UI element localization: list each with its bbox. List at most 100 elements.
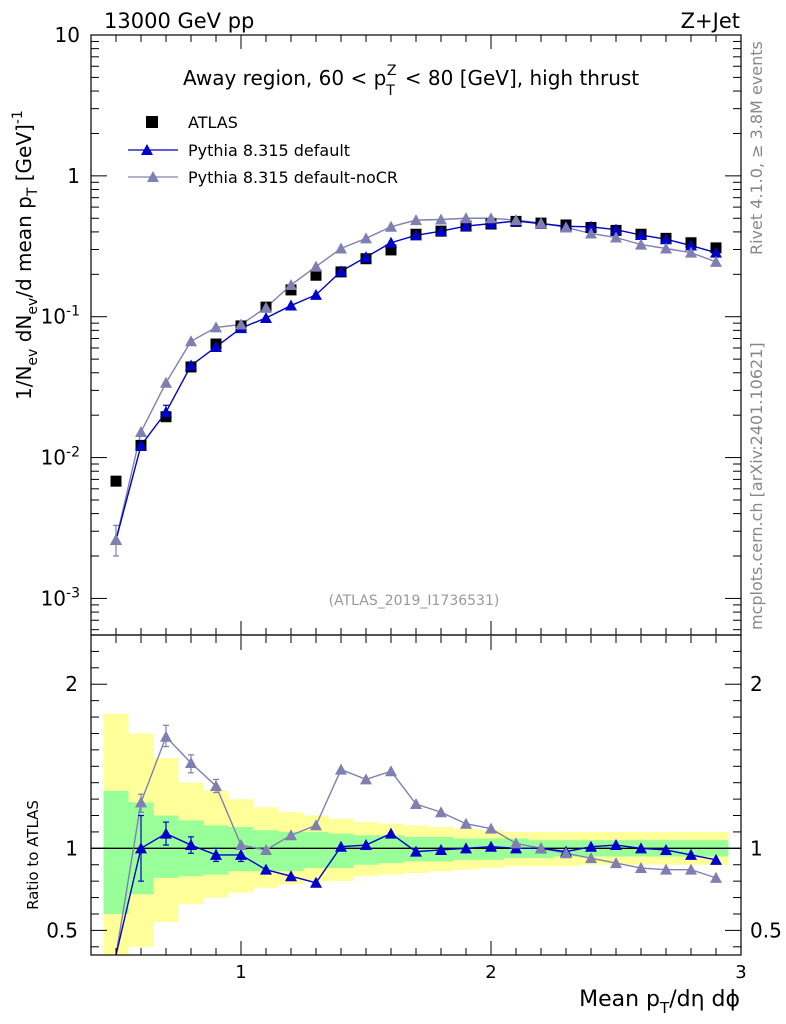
ratio-nocr-point <box>285 829 297 841</box>
main-panel-series <box>110 212 722 557</box>
ratio-nocr-point <box>460 817 472 829</box>
legend-nocr-label: Pythia 8.315 default-noCR <box>188 168 398 187</box>
legend-default-label: Pythia 8.315 default <box>188 141 350 160</box>
plot-title: Away region, 60 < pTZ < 80 [GeV], high t… <box>183 63 639 99</box>
x-tick-label: 3 <box>735 962 746 983</box>
main-atlas-point <box>385 244 397 256</box>
mcplots-label: mcplots.cern.ch [arXiv:2401.10621] <box>747 342 766 630</box>
title-sub-t: T <box>385 83 395 99</box>
main-nocr-point <box>460 212 472 224</box>
ratio-nocr-point <box>185 757 197 768</box>
main-nocr-point <box>135 425 147 437</box>
title-prefix: Away region, 60 < p <box>183 66 386 90</box>
ratio-default-point <box>685 848 697 860</box>
title-sup-z: Z <box>387 63 397 79</box>
legend-default-marker <box>141 144 153 155</box>
main-nocr-point <box>660 242 672 254</box>
y-tick-label: 1 <box>67 164 80 188</box>
main-default-point <box>285 299 297 311</box>
ratio-default-point <box>660 843 672 855</box>
main-default-point <box>160 406 172 418</box>
main-default-point <box>385 236 397 248</box>
main-nocr-point <box>510 214 522 226</box>
main-nocr-point <box>710 255 722 267</box>
main-default-point <box>585 220 597 232</box>
ratio-default-point <box>360 839 372 851</box>
ratio-nocr-point <box>560 847 572 859</box>
ratio-default-point <box>285 870 297 882</box>
main-nocr-point <box>610 231 622 243</box>
ratio-default-point <box>135 842 147 854</box>
main-nocr-point <box>435 213 447 225</box>
ratio-nocr-point <box>210 779 222 791</box>
ratio-nocr-point <box>385 765 397 777</box>
ratio-default-point <box>310 876 322 888</box>
ratio-default-point <box>260 863 272 875</box>
main-atlas-point <box>310 269 322 281</box>
main-nocr-point <box>285 278 297 290</box>
ratio-nocr-point <box>260 843 272 855</box>
header-right-label: Z+Jet <box>681 9 740 33</box>
main-default-point <box>435 225 447 237</box>
ratio-y-tick-label-left: 2 <box>65 672 78 696</box>
ratio-nocr-point <box>335 763 347 775</box>
ratio-nocr-point <box>635 862 647 874</box>
main-nocr-point <box>410 214 422 226</box>
main-nocr-point <box>535 217 547 229</box>
ratio-default-point <box>485 840 497 852</box>
analysis-id-label: (ATLAS_2019_I1736531) <box>329 593 500 609</box>
ratio-nocr-point <box>685 863 697 875</box>
ratio-default-point <box>710 853 722 865</box>
main-nocr-point <box>160 376 172 388</box>
main-default-point <box>210 340 222 352</box>
ratio-default-point <box>435 843 447 855</box>
main-nocr-point <box>385 220 397 232</box>
main-nocr-point <box>635 238 647 250</box>
legend-nocr-marker <box>147 171 159 182</box>
ratio-nocr-point <box>510 837 522 849</box>
main-panel-axes: 10-3 10-2 10-1 1 10 <box>41 23 742 636</box>
ratio-default-point <box>235 848 247 860</box>
ratio-nocr-point <box>535 842 547 854</box>
main-default-point <box>135 439 147 451</box>
x-axis-label: Mean pT/dη dϕ <box>579 987 740 1017</box>
main-default-point <box>310 288 322 300</box>
ratio-default-point <box>385 827 397 839</box>
ratio-nocr-point <box>360 773 372 785</box>
main-nocr-point <box>210 321 222 333</box>
main-nocr-point <box>560 221 572 233</box>
x-tick-label: 1 <box>235 962 246 983</box>
ratio-y-tick-label-right: 1 <box>750 836 763 860</box>
ratio-y-tick-label-left: 1 <box>65 836 78 860</box>
ratio-nocr-point <box>135 796 147 808</box>
main-nocr-line <box>115 217 717 541</box>
main-default-point <box>335 265 347 277</box>
main-nocr-point <box>360 232 372 244</box>
x-tick-label: 2 <box>485 962 496 983</box>
ratio-nocr-point <box>585 852 597 864</box>
main-nocr-point <box>310 260 322 272</box>
main-default-point <box>410 229 422 241</box>
ratio-band-outer <box>103 713 729 955</box>
y-tick-label: 10-3 <box>41 585 80 610</box>
ratio-y-tick-label-left: 0.5 <box>46 918 78 942</box>
legend-atlas-marker <box>146 116 158 128</box>
ratio-default-point <box>635 842 647 854</box>
main-default-point <box>660 233 672 245</box>
ratio-nocr-point <box>435 806 447 818</box>
ratio-nocr-point <box>160 730 172 742</box>
main-default-point <box>710 246 722 258</box>
svg-text:1/Nev dNev/d mean pT [GeV]-1: 1/Nev dNev/d mean pT [GeV]-1 <box>10 110 41 400</box>
main-default-point <box>610 223 622 235</box>
ratio-nocr-point <box>610 857 622 869</box>
ratio-nocr-point <box>660 863 672 875</box>
main-default-point <box>685 239 697 251</box>
ratio-default-point <box>160 827 172 839</box>
main-default-point <box>635 229 647 241</box>
main-nocr-point <box>110 533 122 545</box>
ratio-default-point <box>610 839 622 851</box>
ratio-panel-axes: 1 2 30.5 0.51 12 2 <box>46 35 782 983</box>
title-suffix: < 80 [GeV], high thrust <box>398 66 639 90</box>
ratio-default-point <box>210 848 222 860</box>
ratio-default-point <box>410 845 422 857</box>
